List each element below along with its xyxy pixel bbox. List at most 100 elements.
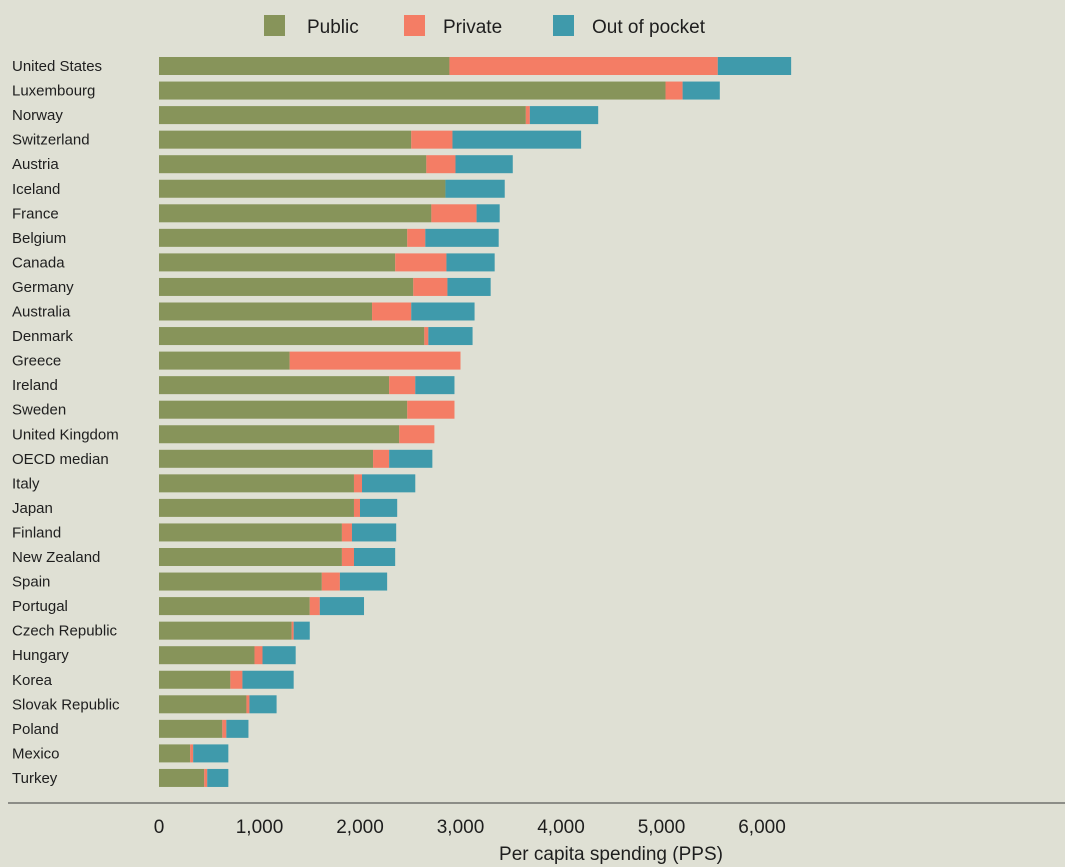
bar-united-states-private xyxy=(449,57,718,75)
bar-france-out-of-pocket xyxy=(476,204,500,223)
bar-australia-public xyxy=(159,302,373,321)
category-label-greece: Greece xyxy=(12,353,61,370)
category-label-korea: Korea xyxy=(12,672,53,689)
bar-japan-out-of-pocket xyxy=(360,498,398,517)
bar-switzerland-public xyxy=(159,130,412,149)
bar-new-zealand-public xyxy=(159,548,342,566)
bar-turkey-public xyxy=(159,768,205,787)
bar-australia-private xyxy=(372,302,412,321)
category-label-japan: Japan xyxy=(12,500,53,517)
category-label-united-states: United States xyxy=(12,58,102,75)
legend-label-out-of-pocket: Out of pocket xyxy=(592,17,706,38)
x-tick-label: 1,000 xyxy=(236,817,284,838)
bar-japan-public xyxy=(159,498,354,517)
bar-iceland-public xyxy=(159,179,446,198)
bar-norway-out-of-pocket xyxy=(529,106,599,125)
category-label-oecd-median: OECD median xyxy=(12,451,109,468)
bar-luxembourg-public xyxy=(159,81,666,100)
bar-norway-public xyxy=(159,106,526,125)
x-tick-label: 3,000 xyxy=(437,817,485,838)
bar-germany-public xyxy=(159,277,414,296)
category-label-norway: Norway xyxy=(12,107,63,124)
category-label-turkey: Turkey xyxy=(12,770,58,787)
category-label-czech-republic: Czech Republic xyxy=(12,623,118,640)
bar-oecd-median-out-of-pocket xyxy=(389,449,433,468)
bar-iceland-out-of-pocket xyxy=(445,179,505,198)
bar-austria-out-of-pocket xyxy=(455,155,513,174)
bar-sweden-private xyxy=(407,400,455,419)
x-tick-labels: 0 1,000 2,000 3,000 4,000 5,000 6,000 xyxy=(154,817,786,838)
x-tick-label: 0 xyxy=(154,817,165,838)
bar-switzerland-private xyxy=(411,130,453,149)
x-tick-label: 2,000 xyxy=(336,817,384,838)
bar-ireland-private xyxy=(389,376,416,395)
bar-denmark-public xyxy=(159,327,425,346)
bar-denmark-out-of-pocket xyxy=(428,327,473,346)
bar-canada-private xyxy=(395,253,447,272)
bar-norway-private xyxy=(525,106,530,125)
bar-germany-out-of-pocket xyxy=(447,277,491,296)
category-label-mexico: Mexico xyxy=(12,745,60,762)
category-label-spain: Spain xyxy=(12,574,50,591)
bar-portugal-private xyxy=(309,597,320,616)
legend-swatch-private xyxy=(404,15,425,36)
category-label-slovak-republic: Slovak Republic xyxy=(12,696,120,713)
bar-spain-private xyxy=(321,572,340,591)
bar-oecd-median-private xyxy=(373,449,390,468)
bar-spain-out-of-pocket xyxy=(339,572,388,591)
bar-united-states-public xyxy=(159,57,450,75)
category-labels: United States Luxembourg Norway Switzerland… xyxy=(12,58,120,787)
bar-slovak-republic-private xyxy=(246,695,250,714)
bar-turkey-out-of-pocket xyxy=(207,768,229,787)
category-label-belgium: Belgium xyxy=(12,230,66,247)
bar-korea-out-of-pocket xyxy=(242,670,294,689)
bar-spain-public xyxy=(159,572,322,591)
bar-austria-public xyxy=(159,155,427,174)
bar-hungary-out-of-pocket xyxy=(262,646,296,665)
legend-swatch-out-of-pocket xyxy=(553,15,574,36)
bar-luxembourg-private xyxy=(665,81,683,100)
legend-label-private: Private xyxy=(443,17,502,38)
bar-czech-republic-out-of-pocket xyxy=(293,621,310,640)
category-label-italy: Italy xyxy=(12,475,40,492)
bar-poland-private xyxy=(222,719,227,738)
bar-portugal-public xyxy=(159,597,310,616)
bar-germany-private xyxy=(413,277,448,296)
bar-denmark-private xyxy=(424,327,429,346)
bar-oecd-median-public xyxy=(159,449,374,468)
category-label-denmark: Denmark xyxy=(12,328,73,345)
category-label-new-zealand: New Zealand xyxy=(12,549,100,566)
bar-finland-out-of-pocket xyxy=(351,523,397,542)
category-label-germany: Germany xyxy=(12,279,74,296)
bar-korea-public xyxy=(159,670,231,689)
category-label-hungary: Hungary xyxy=(12,647,69,664)
category-label-luxembourg: Luxembourg xyxy=(12,83,95,100)
bar-czech-republic-public xyxy=(159,621,292,640)
bar-hungary-public xyxy=(159,646,255,665)
category-label-switzerland: Switzerland xyxy=(12,132,90,149)
category-label-austria: Austria xyxy=(12,156,59,173)
bar-italy-private xyxy=(353,474,363,493)
bar-italy-public xyxy=(159,474,354,493)
bar-belgium-out-of-pocket xyxy=(425,228,499,247)
bar-turkey-private xyxy=(204,768,208,787)
bar-mexico-private xyxy=(190,744,194,763)
bar-czech-republic-private xyxy=(291,621,294,640)
category-label-france: France xyxy=(12,205,59,222)
category-label-finland: Finland xyxy=(12,524,61,541)
bar-finland-private xyxy=(341,523,352,542)
bar-belgium-public xyxy=(159,228,408,247)
category-label-ireland: Ireland xyxy=(12,377,58,394)
bar-switzerland-out-of-pocket xyxy=(452,130,582,149)
bar-united-kingdom-private xyxy=(399,425,435,444)
bar-united-kingdom-public xyxy=(159,425,400,444)
bar-poland-public xyxy=(159,719,223,738)
category-label-united-kingdom: United Kingdom xyxy=(12,426,119,443)
category-label-poland: Poland xyxy=(12,721,59,738)
bar-portugal-out-of-pocket xyxy=(319,597,365,616)
bar-slovak-republic-public xyxy=(159,695,247,714)
bar-finland-public xyxy=(159,523,342,542)
bar-australia-out-of-pocket xyxy=(411,302,475,321)
x-axis-title: Per capita spending (PPS) xyxy=(499,844,723,865)
